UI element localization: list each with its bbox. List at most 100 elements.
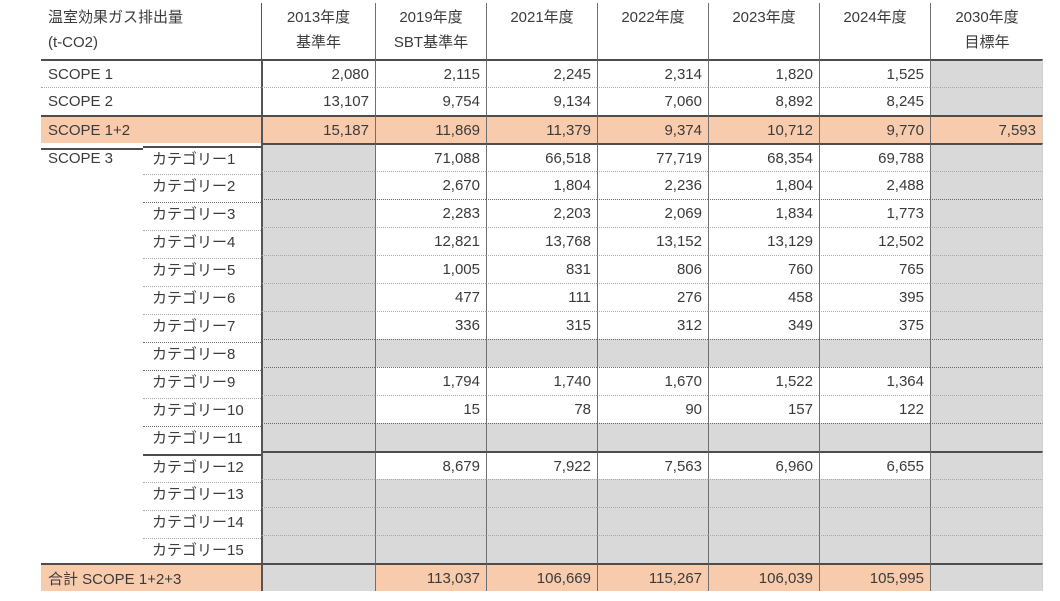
- value-cell: 760: [708, 255, 819, 283]
- value-cell: 2,314: [597, 59, 708, 87]
- value-cell: 2,283: [375, 199, 486, 227]
- table-header-row: 温室効果ガス排出量 (t-CO2) 2013年度 基準年 2019年度 SBT基準年 2…: [41, 3, 1043, 59]
- table-title-cell: 温室効果ガス排出量 (t-CO2): [41, 3, 261, 59]
- value-cell: 806: [597, 255, 708, 283]
- value-cell: [261, 311, 375, 339]
- value-cell: 12,821: [375, 227, 486, 255]
- value-cell: [930, 507, 1043, 535]
- value-cell: [930, 59, 1043, 87]
- value-cell: 10,712: [708, 115, 819, 143]
- value-cell: 2,069: [597, 199, 708, 227]
- column-header-subtitle: SBT基準年: [393, 34, 469, 51]
- value-cell: [708, 535, 819, 563]
- column-header: 2021年度: [486, 3, 597, 59]
- value-cell: [708, 507, 819, 535]
- row-label: SCOPE 2: [41, 87, 261, 115]
- row-label: 合計 SCOPE 1+2+3: [41, 563, 261, 591]
- category-label: カテゴリー12: [143, 453, 261, 477]
- value-cell: [261, 255, 375, 283]
- value-cell: 11,379: [486, 115, 597, 143]
- column-header-year: 2023年度: [732, 9, 796, 26]
- value-cell: [597, 479, 708, 507]
- value-cell: [261, 423, 375, 451]
- column-header: 2030年度 目標年: [930, 3, 1043, 59]
- column-header-year: 2024年度: [843, 9, 907, 26]
- table-row: カテゴリー4 12,821 13,768 13,152 13,129 12,502: [41, 227, 1043, 255]
- category-label: カテゴリー14: [143, 510, 261, 532]
- scope-label: SCOPE 3: [41, 147, 143, 167]
- value-cell: 1,834: [708, 199, 819, 227]
- value-cell: 157: [708, 395, 819, 423]
- column-header: 2019年度 SBT基準年: [375, 3, 486, 59]
- row-label-group: カテゴリー15: [41, 535, 261, 563]
- value-cell: [819, 479, 930, 507]
- value-cell: [597, 423, 708, 451]
- value-cell: 375: [819, 311, 930, 339]
- category-label: カテゴリー7: [143, 314, 261, 336]
- value-cell: 349: [708, 311, 819, 339]
- row-label-group: カテゴリー9: [41, 367, 261, 395]
- table-row: カテゴリー10 15 78 90 157 122: [41, 395, 1043, 423]
- value-cell: [486, 339, 597, 367]
- value-cell: 2,080: [261, 59, 375, 87]
- category-label: カテゴリー8: [143, 342, 261, 364]
- value-cell: 312: [597, 311, 708, 339]
- table-row: カテゴリー14: [41, 507, 1043, 535]
- value-cell: 77,719: [597, 143, 708, 171]
- value-cell: 115,267: [597, 563, 708, 591]
- category-label: カテゴリー4: [143, 230, 261, 252]
- value-cell: 2,236: [597, 171, 708, 199]
- value-cell: 2,488: [819, 171, 930, 199]
- value-cell: 68,354: [708, 143, 819, 171]
- table-row: SCOPE 3 カテゴリー1 71,088 66,518 77,719 68,354 69,…: [41, 143, 1043, 171]
- value-cell: [261, 339, 375, 367]
- table-row: カテゴリー13: [41, 479, 1043, 507]
- row-label-group: カテゴリー13: [41, 479, 261, 507]
- value-cell: [930, 143, 1043, 171]
- value-cell: [930, 423, 1043, 451]
- category-label: カテゴリー13: [143, 482, 261, 504]
- value-cell: 106,039: [708, 563, 819, 591]
- value-cell: 13,129: [708, 227, 819, 255]
- value-cell: 78: [486, 395, 597, 423]
- table-title-line1: 温室効果ガス排出量: [48, 9, 184, 26]
- value-cell: [486, 507, 597, 535]
- value-cell: 831: [486, 255, 597, 283]
- value-cell: [597, 535, 708, 563]
- value-cell: 2,115: [375, 59, 486, 87]
- column-header: 2022年度: [597, 3, 708, 59]
- value-cell: [375, 423, 486, 451]
- value-cell: [261, 479, 375, 507]
- value-cell: 1,740: [486, 367, 597, 395]
- value-cell: [708, 423, 819, 451]
- value-cell: [597, 507, 708, 535]
- value-cell: 7,593: [930, 115, 1043, 143]
- value-cell: [930, 87, 1043, 115]
- value-cell: 2,203: [486, 199, 597, 227]
- value-cell: [819, 423, 930, 451]
- emissions-table: 温室効果ガス排出量 (t-CO2) 2013年度 基準年 2019年度 SBT基準年 2…: [41, 3, 1043, 591]
- value-cell: 315: [486, 311, 597, 339]
- table-row: 合計 SCOPE 1+2+3 113,037 106,669 115,267 106,0…: [41, 563, 1043, 591]
- value-cell: 458: [708, 283, 819, 311]
- column-header-year: 2022年度: [621, 9, 685, 26]
- value-cell: 69,788: [819, 143, 930, 171]
- value-cell: 276: [597, 283, 708, 311]
- table-body: SCOPE 1 2,080 2,115 2,245 2,314 1,820 1,525 SCO…: [41, 59, 1043, 591]
- row-label-group: カテゴリー4: [41, 227, 261, 255]
- category-label: カテゴリー15: [143, 538, 261, 560]
- column-header: 2023年度: [708, 3, 819, 59]
- row-label-group: カテゴリー2: [41, 171, 261, 199]
- category-label: カテゴリー9: [143, 370, 261, 392]
- table-row: SCOPE 1+2 15,187 11,869 11,379 9,374 10,712 9,…: [41, 115, 1043, 143]
- value-cell: [930, 479, 1043, 507]
- value-cell: 477: [375, 283, 486, 311]
- value-cell: [261, 563, 375, 591]
- value-cell: [261, 507, 375, 535]
- value-cell: 7,060: [597, 87, 708, 115]
- value-cell: [930, 339, 1043, 367]
- column-header-year: 2013年度: [286, 9, 351, 26]
- value-cell: 13,152: [597, 227, 708, 255]
- table-row: カテゴリー9 1,794 1,740 1,670 1,522 1,364: [41, 367, 1043, 395]
- value-cell: 15,187: [261, 115, 375, 143]
